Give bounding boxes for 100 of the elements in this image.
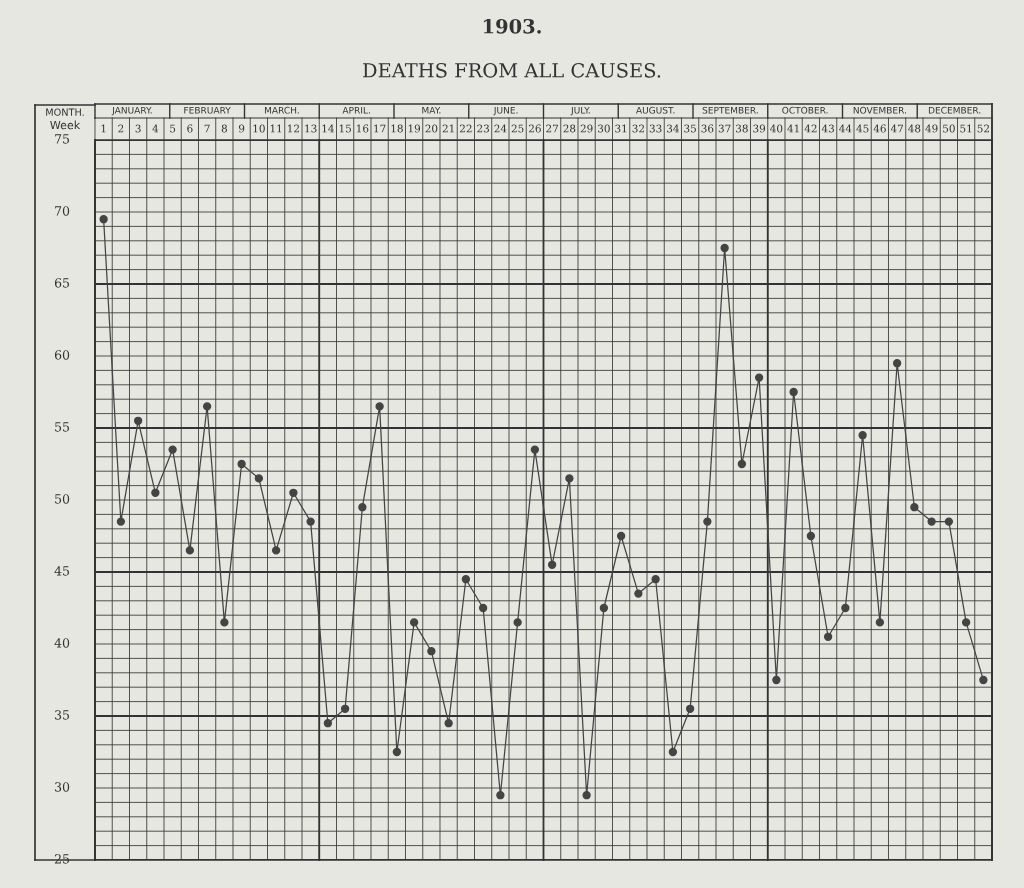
point bbox=[289, 488, 298, 497]
x-tick-label: 3 bbox=[135, 124, 141, 133]
text: JUNE. bbox=[493, 106, 518, 116]
text: MARCH. bbox=[264, 106, 299, 114]
x-tick-label: 45 bbox=[856, 124, 869, 133]
text: MONTH. bbox=[46, 108, 84, 116]
point bbox=[116, 517, 126, 526]
x-tick-label: 18 bbox=[391, 124, 403, 133]
y-tick-label: 35 bbox=[55, 710, 70, 720]
y-tick-label: 55 bbox=[55, 422, 70, 432]
chart-title: 1903. bbox=[483, 18, 541, 34]
point bbox=[634, 589, 643, 598]
x-tick-label: 29 bbox=[580, 124, 593, 133]
point bbox=[392, 747, 402, 757]
point bbox=[151, 488, 160, 497]
x-tick-label: 14 bbox=[322, 124, 334, 133]
point bbox=[185, 546, 195, 555]
point bbox=[254, 474, 264, 483]
x-tick-label: 48 bbox=[908, 124, 921, 133]
text: JANUARY. bbox=[111, 106, 152, 116]
point bbox=[599, 603, 609, 613]
x-tick-label: 42 bbox=[804, 124, 817, 133]
point bbox=[237, 459, 246, 469]
x-tick-label: 40 bbox=[770, 124, 783, 133]
y-tick-label: 45 bbox=[54, 566, 70, 576]
x-tick-label: 11 bbox=[270, 124, 282, 133]
x-tick-label: 16 bbox=[357, 124, 369, 133]
point bbox=[340, 704, 350, 713]
x-tick-label: 9 bbox=[238, 124, 245, 133]
point bbox=[99, 215, 108, 224]
point bbox=[961, 618, 971, 627]
x-tick-label: 36 bbox=[701, 124, 714, 133]
point bbox=[306, 517, 315, 526]
point bbox=[375, 402, 384, 411]
point bbox=[565, 474, 574, 483]
x-tick-label: 10 bbox=[253, 124, 265, 133]
point bbox=[427, 647, 436, 656]
x-tick-label: 12 bbox=[288, 124, 299, 133]
x-tick-label: 30 bbox=[598, 124, 610, 133]
text: FEBRUARY bbox=[184, 106, 231, 114]
x-tick-label: 37 bbox=[718, 124, 731, 133]
x-tick-label: 8 bbox=[221, 124, 227, 133]
point bbox=[461, 575, 471, 584]
x-tick-label: 31 bbox=[615, 124, 627, 133]
x-tick-label: 6 bbox=[187, 124, 193, 133]
text: SEPTEMBER. bbox=[702, 106, 758, 114]
x-tick-label: 25 bbox=[511, 124, 524, 133]
y-tick-label: 65 bbox=[54, 278, 70, 288]
y-tick-label: 60 bbox=[54, 350, 70, 360]
point bbox=[720, 243, 729, 253]
x-tick-label: 20 bbox=[425, 124, 438, 133]
point bbox=[668, 747, 678, 757]
x-tick-label: 22 bbox=[459, 124, 472, 133]
x-tick-label: 38 bbox=[736, 124, 748, 133]
point bbox=[323, 719, 333, 728]
x-tick-label: 15 bbox=[339, 124, 351, 133]
x-tick-label: 52 bbox=[977, 124, 989, 133]
point bbox=[358, 503, 367, 512]
x-tick-label: 4 bbox=[152, 124, 159, 133]
x-tick-label: 49 bbox=[925, 124, 938, 133]
x-tick-label: 35 bbox=[684, 124, 696, 133]
point bbox=[530, 445, 540, 454]
point bbox=[133, 416, 143, 425]
point bbox=[754, 373, 764, 382]
x-tick-label: 44 bbox=[839, 124, 852, 133]
x-tick-label: 51 bbox=[960, 124, 972, 133]
text: OCTOBER. bbox=[782, 106, 828, 114]
point bbox=[858, 431, 867, 440]
point bbox=[651, 575, 660, 584]
x-tick-label: 27 bbox=[546, 124, 558, 133]
x-tick-label: 13 bbox=[305, 124, 317, 133]
x-tick-label: 32 bbox=[632, 124, 644, 133]
x-tick-label: 28 bbox=[563, 124, 576, 133]
y-tick-label: 70 bbox=[55, 206, 70, 216]
point bbox=[444, 719, 453, 728]
point bbox=[789, 387, 798, 397]
text: MAY. bbox=[422, 106, 441, 114]
point bbox=[513, 618, 522, 627]
point bbox=[616, 531, 626, 541]
x-tick-label: 1 bbox=[101, 124, 106, 133]
x-tick-label: 41 bbox=[787, 124, 799, 133]
point bbox=[703, 517, 712, 526]
point bbox=[806, 531, 816, 541]
x-tick-label: 50 bbox=[943, 124, 955, 133]
text: Week bbox=[50, 120, 81, 130]
point bbox=[271, 546, 281, 555]
x-tick-label: 7 bbox=[204, 124, 210, 133]
text: JULY. bbox=[570, 106, 590, 116]
x-tick-label: 5 bbox=[170, 124, 176, 133]
x-tick-label: 23 bbox=[477, 124, 489, 133]
x-tick-label: 26 bbox=[528, 124, 541, 133]
point bbox=[409, 618, 419, 627]
x-tick-label: 33 bbox=[649, 124, 662, 133]
x-tick-label: 46 bbox=[873, 124, 886, 133]
text: DECEMBER. bbox=[928, 106, 981, 114]
point bbox=[202, 402, 212, 411]
point bbox=[892, 359, 902, 368]
point bbox=[927, 517, 936, 526]
x-tick-label: 34 bbox=[667, 124, 679, 133]
point bbox=[979, 675, 988, 685]
